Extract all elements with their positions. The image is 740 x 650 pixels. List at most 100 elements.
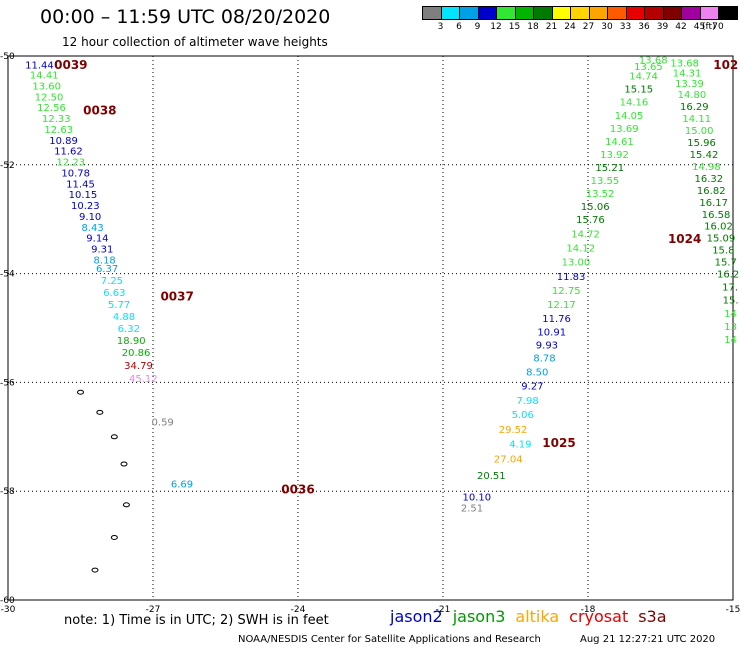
island-outline xyxy=(96,409,104,415)
wave-height-label: 10.10 xyxy=(463,493,492,504)
wave-height-label: 9.93 xyxy=(536,340,558,351)
wave-height-label: 2.51 xyxy=(461,504,483,515)
header-subtitle: 12 hour collection of altimeter wave hei… xyxy=(62,35,328,49)
wave-height-label: 13.55 xyxy=(591,176,620,187)
legend-tick-label: 6 xyxy=(456,22,462,32)
wave-height-label: 11.44 xyxy=(25,61,54,72)
island-outline xyxy=(122,502,130,508)
wave-height-label: 14.12 xyxy=(566,243,595,254)
legend-tick-label: 18 xyxy=(527,22,539,32)
legend-tick-label: 45 xyxy=(693,22,706,32)
wave-height-label: 9.31 xyxy=(91,245,113,256)
wave-height-label: 13.39 xyxy=(675,79,704,90)
island-outline xyxy=(110,434,118,440)
wave-height-label: 13.00 xyxy=(562,258,591,269)
wave-height-label: 12.33 xyxy=(42,114,71,125)
wave-height-label: 16.02 xyxy=(704,222,733,233)
wave-height-label: 8.43 xyxy=(81,223,103,234)
wave-height-label: 12.50 xyxy=(35,92,64,103)
satellite-legend-entry: jason3 xyxy=(452,607,506,626)
legend-unit: (ft) xyxy=(702,22,716,32)
x-tick-label: -27 xyxy=(146,605,161,615)
header-title: 00:00 – 11:59 UTC 08/20/2020 xyxy=(40,6,331,28)
wave-height-label: 15.06 xyxy=(581,202,610,213)
wave-height-label: 9.14 xyxy=(86,234,108,245)
wave-height-label: 15.7 xyxy=(715,258,737,269)
legend-tick-label: 12 xyxy=(490,22,502,32)
legend-tick-label: 42 xyxy=(675,22,687,32)
x-tick-label: -24 xyxy=(291,605,306,615)
wave-height-label: 13.60 xyxy=(32,81,61,92)
satellite-legend-entry: cryosat xyxy=(569,607,629,626)
wave-height-label: 45.12 xyxy=(129,374,158,385)
x-tick-label: -21 xyxy=(436,605,451,615)
satellite-legend-entry: jason2 xyxy=(390,607,443,626)
island-outline xyxy=(77,389,84,395)
wave-height-label: 16.2 xyxy=(717,270,739,281)
wave-height-label: 15.09 xyxy=(707,234,736,245)
island-outline xyxy=(110,534,118,540)
x-tick-label: -15 xyxy=(726,605,740,615)
wave-height-label: 16.82 xyxy=(697,186,726,197)
wave-height-label: 15. xyxy=(723,296,739,307)
satellite-legend-entry: altika xyxy=(515,607,560,626)
legend-tick-label: 39 xyxy=(656,22,669,32)
wave-height-label: 10.23 xyxy=(71,201,100,212)
y-tick-label: -54 xyxy=(0,270,15,280)
wave-height-label: 9.10 xyxy=(79,212,101,223)
wave-height-label: 16.29 xyxy=(680,102,709,113)
wave-height-label: 13.52 xyxy=(586,189,615,200)
wave-height-label: 14.11 xyxy=(682,114,711,125)
legend-tick-label: 70 xyxy=(712,22,724,32)
wave-height-label: 15.96 xyxy=(687,138,716,149)
wave-height-label: 11.62 xyxy=(54,147,83,158)
wave-height-label: 11.76 xyxy=(542,314,571,325)
wave-height-label: 9.27 xyxy=(521,382,543,393)
wave-height-label: 15.76 xyxy=(576,215,605,226)
time-label: 0038 xyxy=(83,103,116,117)
island-outline xyxy=(91,567,99,573)
legend-tick-label: 30 xyxy=(601,22,613,32)
wave-height-label: 7.25 xyxy=(101,276,123,287)
wave-height-label: 14 xyxy=(724,309,737,320)
wave-height-label: 11.45 xyxy=(66,179,95,190)
y-tick-label: -56 xyxy=(0,378,15,388)
wave-height-label: 17. xyxy=(722,283,738,294)
legend-tick-label: 3 xyxy=(437,22,444,32)
satellite-legend: jason2 jason3 altika cryosat s3a xyxy=(390,607,677,626)
wave-height-label: 13.65 xyxy=(634,62,663,73)
wave-height-label: 12.56 xyxy=(37,103,66,114)
wave-height-label: 11.83 xyxy=(557,272,586,283)
time-label: 0037 xyxy=(160,289,193,303)
wave-height-label: 12.63 xyxy=(44,125,73,136)
wave-height-label: 14.31 xyxy=(673,68,702,79)
wave-height-label: 8.50 xyxy=(526,368,548,379)
satellite-legend-entry: s3a xyxy=(638,607,667,626)
wave-height-label: 8.78 xyxy=(533,353,555,364)
wave-height-label: 27.04 xyxy=(494,455,523,466)
wave-height-label: 10.89 xyxy=(49,136,78,147)
wave-height-label: 14.61 xyxy=(605,137,634,148)
wave-height-label: 15.42 xyxy=(690,150,719,161)
wave-height-label: 12.75 xyxy=(552,286,581,297)
wave-height-label: 10.15 xyxy=(69,190,98,201)
wave-height-label: 14.05 xyxy=(615,111,644,122)
wave-height-label: 12.17 xyxy=(547,300,576,311)
legend-tick-label: 24 xyxy=(564,22,576,32)
time-label: 1025 xyxy=(542,436,575,450)
wave-height-label: 12.23 xyxy=(57,158,86,169)
wave-height-label: 14.74 xyxy=(629,72,658,83)
time-label: 102 xyxy=(713,58,738,72)
wave-height-label: 15.8 xyxy=(712,246,734,257)
wave-height-label: 5.06 xyxy=(512,410,534,421)
footer-note: note: 1) Time is in UTC; 2) SWH is in fe… xyxy=(64,613,329,628)
wave-height-label: 18.90 xyxy=(117,336,146,347)
wave-height-label: 16.58 xyxy=(702,210,731,221)
wave-height-label: 13.69 xyxy=(610,124,639,135)
footer-timestamp: Aug 21 12:27:21 UTC 2020 xyxy=(580,634,716,645)
legend-tick-label: 33 xyxy=(619,22,632,32)
wave-height-label: 15.15 xyxy=(624,85,653,96)
wave-height-label: 13.68 xyxy=(639,55,668,66)
wave-height-label: 13.92 xyxy=(600,150,629,161)
